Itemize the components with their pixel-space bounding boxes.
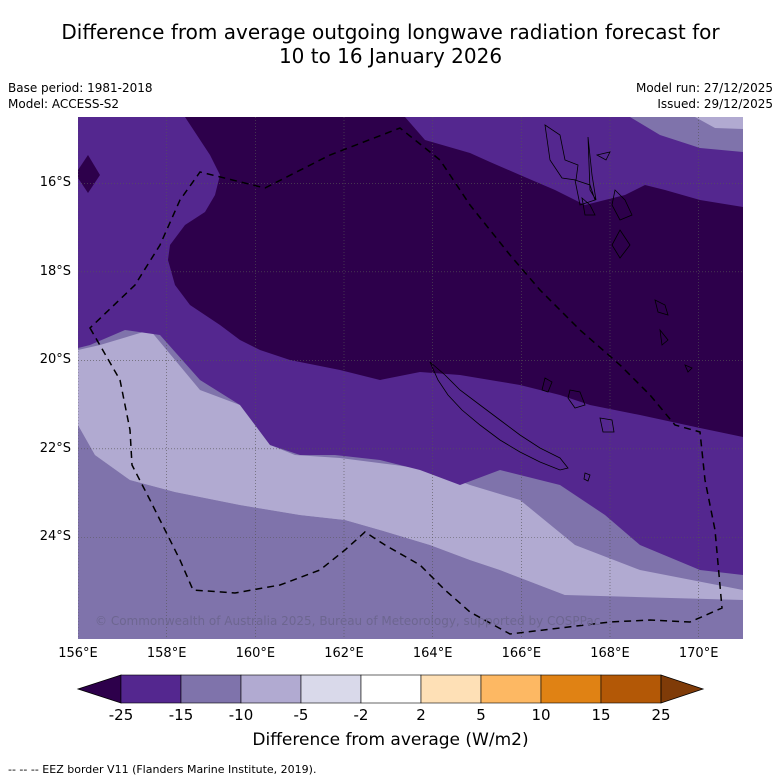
colorbar-under-arrow (76, 674, 122, 704)
lon-tick-label: 170°E (678, 646, 719, 661)
new-caledonia-coastline (429, 361, 569, 471)
colorbar-swatch (300, 674, 362, 704)
lat-tick-label: 22°S (39, 440, 71, 456)
lon-tick-label: 158°E (146, 646, 187, 661)
colorbar-tick-label: -25 (108, 706, 134, 724)
colorbar-tick-label: -10 (228, 706, 254, 724)
title-line-1: Difference from average outgoing longwav… (61, 20, 720, 44)
colorbar-tick-label: -5 (293, 706, 309, 724)
colorbar-label: Difference from average (W/m2) (252, 730, 529, 750)
region-top-right-minus10-minus5 (695, 117, 743, 129)
meta-right: Model run: 27/12/2025 Issued: 29/12/2025 (636, 80, 773, 112)
colorbar-swatch (240, 674, 302, 704)
lat-tick-label: 20°S (39, 352, 71, 368)
colorbar-swatch (540, 674, 602, 704)
title-line-2: 10 to 16 January 2026 (278, 44, 503, 68)
model-run: Model run: 27/12/2025 (635, 81, 773, 95)
eez-footnote: -- -- -- EEZ border V11 (Flanders Marine… (8, 763, 317, 776)
colorbar-swatch (480, 674, 542, 704)
region-below-minus25-small (78, 155, 100, 193)
graticule (78, 117, 743, 639)
colorbar-tick-label: 5 (476, 706, 486, 724)
lon-tick-label: 168°E (590, 646, 630, 661)
colorbar-swatch (600, 674, 662, 704)
colorbar-tick-label: 15 (591, 706, 611, 724)
colorbar-swatch (120, 674, 182, 704)
colorbar-tick-label: -2 (353, 706, 369, 724)
loyalty-islands-coastline (541, 377, 615, 482)
copyright-notice: © Commonwealth of Australia 2025, Bureau… (95, 614, 601, 628)
region-below-minus25 (168, 117, 743, 437)
colorbar-swatch (420, 674, 482, 704)
colorbar (76, 674, 705, 704)
meta-left: Base period: 1981-2018 Model: ACCESS-S2 (8, 80, 153, 112)
colorbar-tick-label: -15 (168, 706, 194, 724)
colorbar-tick-label: 25 (651, 706, 671, 724)
model-name: Model: ACCESS-S2 (8, 97, 120, 111)
lat-tick-label: 24°S (39, 529, 71, 545)
base-period: Base period: 1981-2018 (8, 81, 153, 95)
chart-title: Difference from average outgoing longwav… (0, 20, 781, 68)
colorbar-tick-label: 10 (531, 706, 551, 724)
vanuatu-coastline (544, 124, 693, 373)
colorbar-swatch (180, 674, 242, 704)
lat-tick-label: 16°S (39, 175, 71, 191)
lon-tick-label: 166°E (501, 646, 542, 661)
colorbar-over-arrow (660, 674, 705, 704)
lon-tick-label: 160°E (235, 646, 276, 661)
map-area (78, 117, 743, 639)
lon-tick-label: 156°E (58, 646, 98, 661)
lon-tick-label: 164°E (412, 646, 453, 661)
colorbar-tick-label: 2 (416, 706, 426, 724)
lon-tick-label: 162°E (324, 646, 364, 661)
lat-tick-label: 18°S (39, 263, 71, 279)
eez-border (89, 127, 723, 635)
colorbar-swatch (360, 674, 422, 704)
issued-date: Issued: 29/12/2025 (657, 97, 773, 111)
